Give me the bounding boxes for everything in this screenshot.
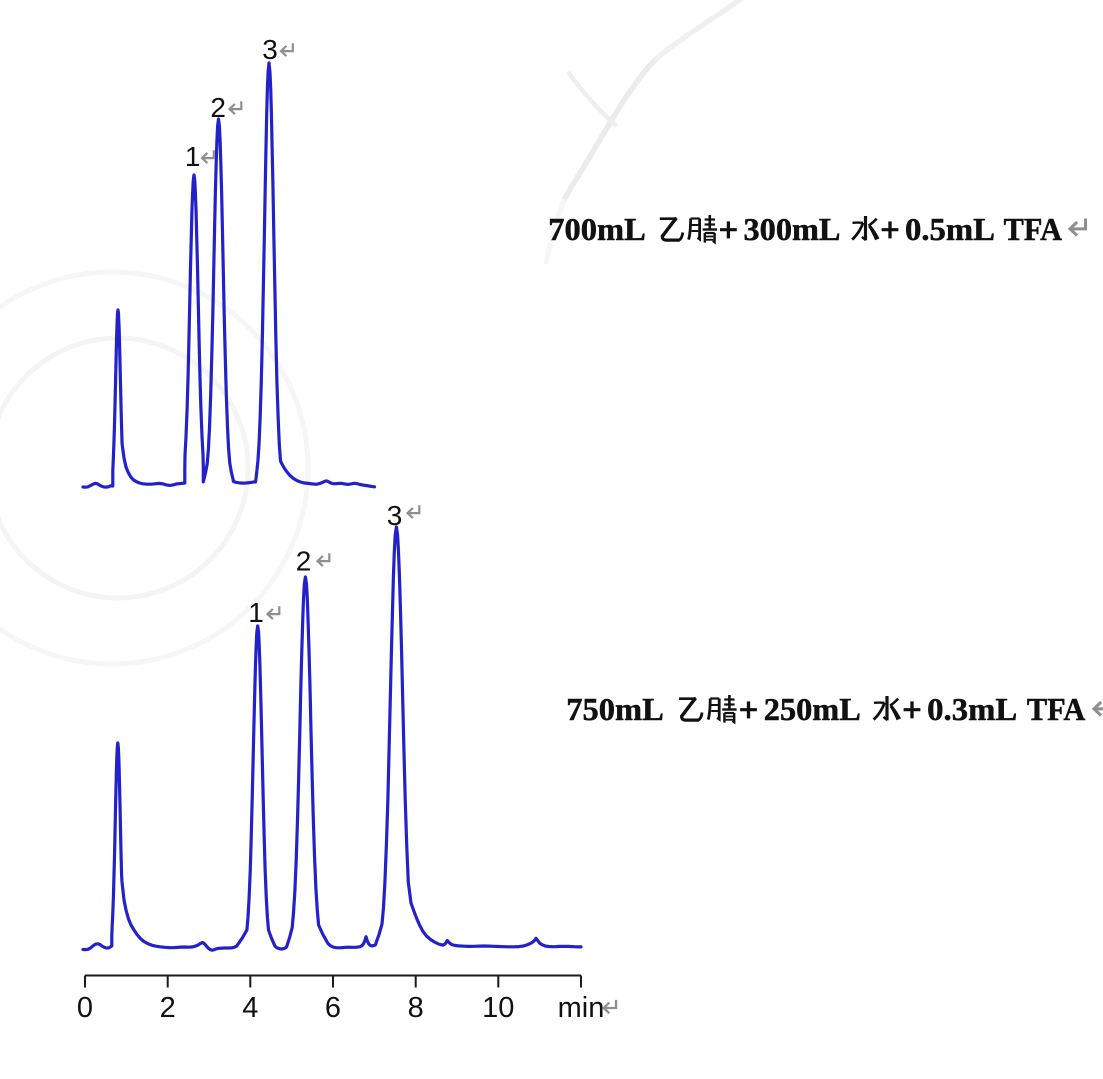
svg-text:3: 3 (262, 34, 278, 65)
svg-text:0.3mL: 0.3mL (927, 691, 1017, 727)
svg-text:250mL: 250mL (764, 691, 861, 727)
svg-text:min: min (558, 992, 605, 1024)
svg-text:10: 10 (482, 992, 514, 1024)
svg-text:2: 2 (210, 92, 226, 123)
svg-text:300mL: 300mL (744, 211, 841, 247)
svg-text:8: 8 (408, 992, 424, 1024)
svg-text:2: 2 (160, 992, 176, 1024)
svg-text:700mL: 700mL (548, 211, 646, 247)
svg-text:750mL: 750mL (566, 691, 664, 727)
svg-text:6: 6 (325, 992, 341, 1024)
svg-text:4: 4 (242, 992, 258, 1024)
svg-text:3: 3 (387, 500, 403, 531)
svg-text:1: 1 (248, 597, 264, 628)
svg-text:0.5mL: 0.5mL (905, 211, 995, 247)
svg-text:2: 2 (296, 546, 312, 577)
svg-text:TFA: TFA (1004, 211, 1062, 247)
svg-text:TFA: TFA (1027, 691, 1085, 727)
svg-text:0: 0 (77, 992, 93, 1024)
svg-text:1: 1 (185, 141, 201, 172)
